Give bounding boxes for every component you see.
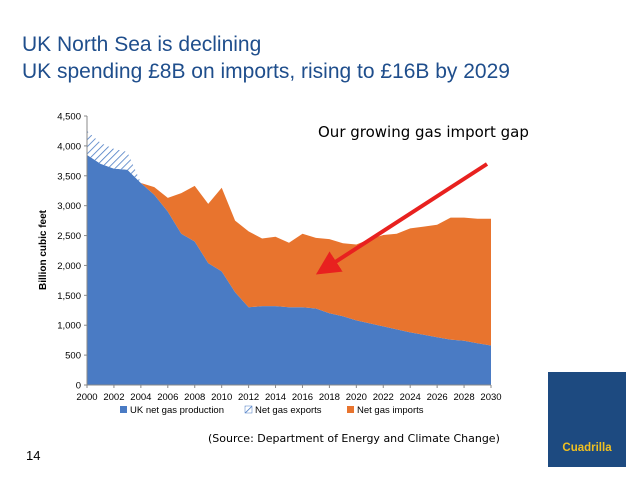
slide-title: UK North Sea is declining UK spending £8…: [22, 31, 510, 85]
legend-label: Net gas exports: [255, 405, 322, 416]
y-tick-label: 1,000: [57, 321, 81, 332]
logo-text: Cuadrilla: [562, 442, 612, 454]
area-series-1: [87, 154, 491, 385]
x-tick-label: 2002: [103, 392, 124, 403]
legend-swatch: [120, 406, 127, 413]
title-line-2: UK spending £8B on imports, rising to £1…: [22, 60, 510, 83]
area-series-2: [87, 130, 491, 346]
y-tick-label: 1,500: [57, 291, 81, 302]
x-tick-label: 2024: [400, 392, 421, 403]
import-gap-arrow: [315, 162, 489, 275]
x-tick-label: 2014: [265, 392, 286, 403]
x-tick-label: 2028: [453, 392, 474, 403]
x-tick-label: 2000: [76, 392, 97, 403]
y-tick-label: 2,500: [57, 231, 81, 242]
y-tick-label: 2,000: [57, 261, 81, 272]
y-tick-label: 3,500: [57, 171, 81, 182]
x-tick-label: 2004: [130, 392, 151, 403]
y-tick-label: 500: [65, 351, 81, 362]
area-series-group: [87, 130, 491, 385]
cuadrilla-logo: Cuadrilla: [548, 372, 626, 467]
legend-swatch: [347, 406, 354, 413]
y-tick-label: 4,500: [57, 112, 81, 123]
x-tick-label: 2012: [238, 392, 259, 403]
legend-swatch: [244, 405, 253, 414]
y-tick-label: 4,000: [57, 141, 81, 152]
y-tick-label: 0: [76, 381, 81, 392]
x-tick-label: 2030: [480, 392, 501, 403]
x-tick-label: 2008: [184, 392, 205, 403]
y-tick-label: 3,000: [57, 201, 81, 212]
page-number: 14: [26, 448, 41, 463]
legend-label: UK net gas production: [130, 405, 224, 416]
legend-label: Net gas imports: [357, 405, 424, 416]
source-note: (Source: Department of Energy and Climat…: [208, 432, 500, 445]
import-gap-annotation: Our growing gas import gap: [318, 123, 529, 141]
title-line-1: UK North Sea is declining: [22, 33, 262, 56]
area-series-3: [87, 130, 491, 346]
axes-group: 0 500 1,000 1,500 2,000 2,500 3,000 3,500 4,000 4…: [57, 112, 501, 404]
x-tick-label: 2018: [319, 392, 340, 403]
chart-legend: UK net gas production Net gas exports Net …: [120, 405, 424, 416]
x-tick-label: 2016: [292, 392, 313, 403]
x-tick-label: 2010: [211, 392, 232, 403]
y-axis-label: Billion cubic feet: [38, 209, 49, 290]
x-tick-label: 2022: [373, 392, 394, 403]
x-tick-label: 2020: [346, 392, 367, 403]
x-tick-label: 2026: [427, 392, 448, 403]
x-tick-label: 2006: [157, 392, 178, 403]
